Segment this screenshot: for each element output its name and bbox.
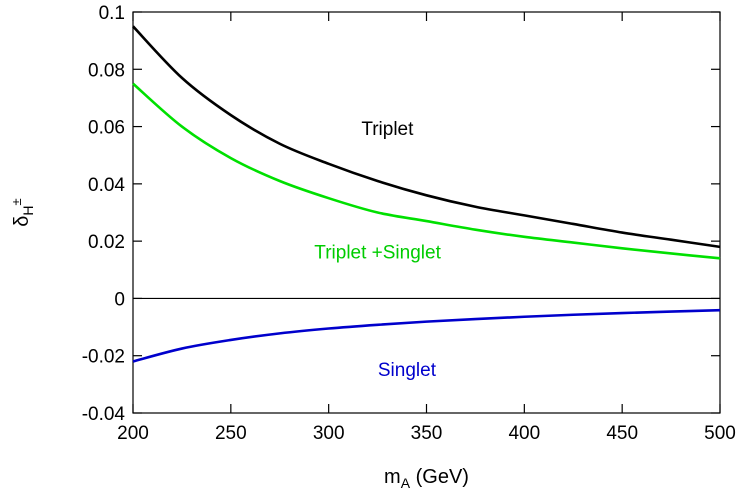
x-tick-label: 350 [411, 423, 443, 444]
x-tick-label: 250 [215, 423, 247, 444]
series-layer [132, 25, 721, 363]
y-axis-title: δH± [9, 198, 36, 226]
y-tick-label: 0 [114, 289, 125, 310]
series-annotation: Triplet +Singlet [314, 242, 441, 263]
x-tick-label: 500 [704, 423, 736, 444]
y-tick-label: 0.04 [88, 175, 125, 196]
series-annotation: Singlet [378, 360, 437, 381]
plot-frame [132, 11, 721, 414]
series-line-triplet [132, 25, 721, 249]
y-tick-label: 0.06 [88, 118, 125, 139]
x-axis-title: mA (GeV) [384, 466, 469, 491]
y-tick-label: -0.04 [82, 404, 126, 425]
y-tick-label: 0.08 [88, 60, 125, 81]
series-annotation: Triplet [361, 119, 414, 140]
x-tick-label: 450 [606, 423, 638, 444]
x-tick-label: 400 [508, 423, 540, 444]
annotation-layer: Triplet Triplet +Singlet Singlet [314, 119, 441, 381]
series-line-singlet [132, 308, 721, 363]
x-tick-label: 200 [117, 423, 149, 444]
ticks-layer: 200 250 300 350 400 450 500 -0.04 -0.02 0 0.02 0.04… [82, 3, 736, 444]
y-tick-label: 0.02 [88, 232, 125, 253]
y-tick-label: 0.1 [99, 3, 125, 24]
x-tick-label: 300 [313, 423, 345, 444]
series-line-triplet-singlet [132, 82, 721, 260]
y-tick-label: -0.02 [82, 347, 125, 368]
